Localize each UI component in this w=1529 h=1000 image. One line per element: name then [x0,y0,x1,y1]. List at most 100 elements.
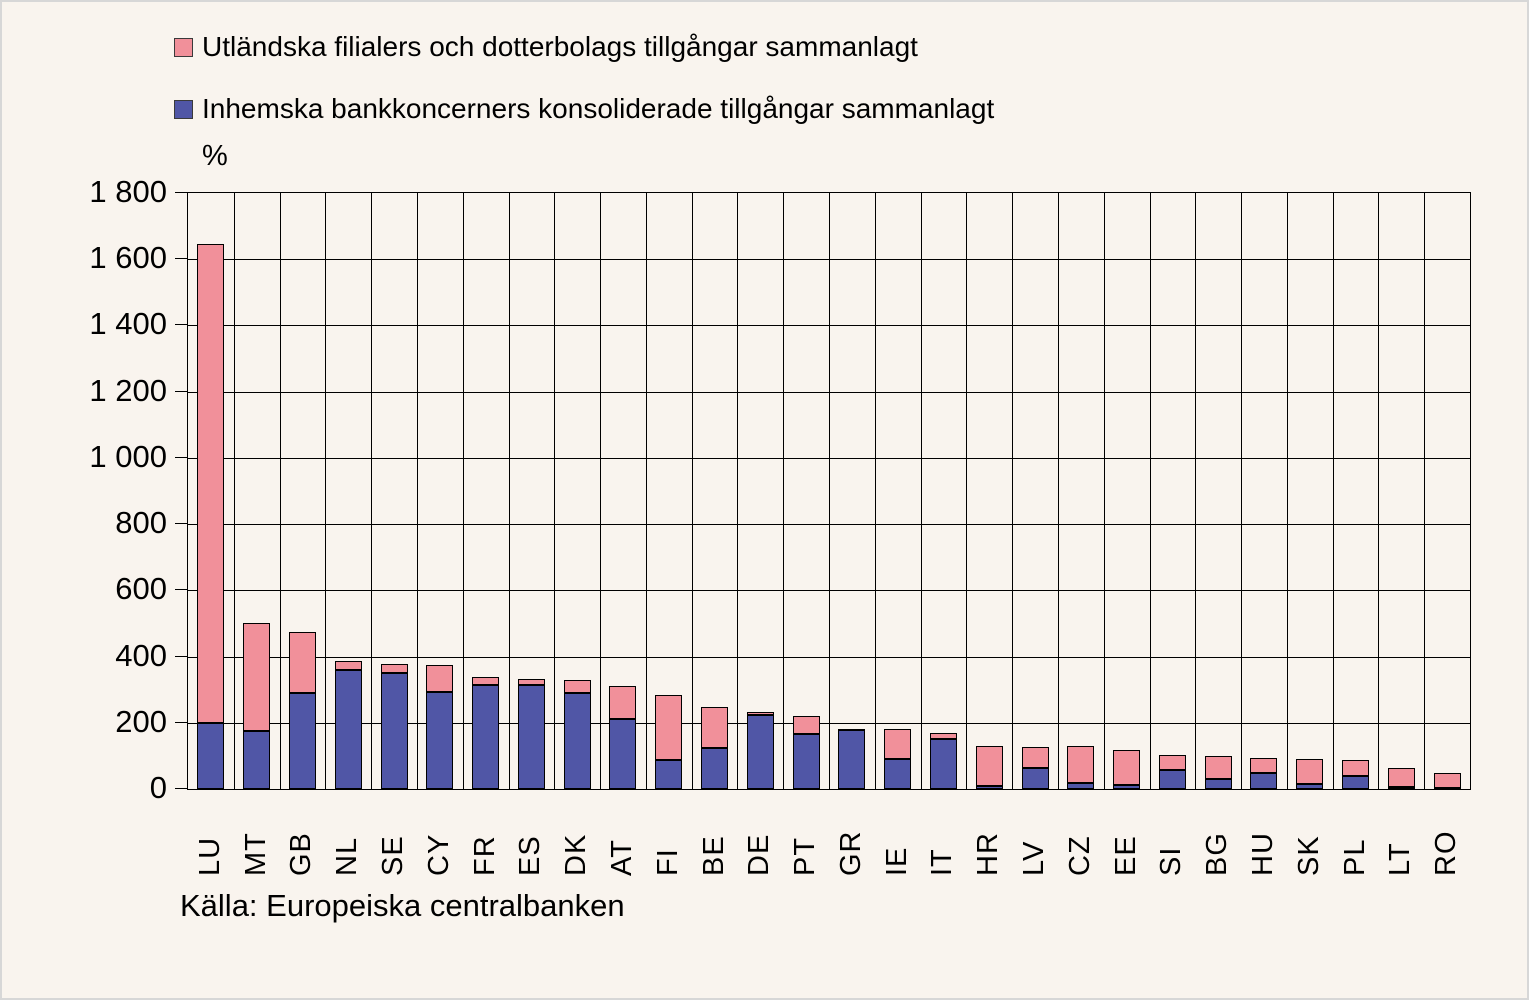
y-tick-label-400: 400 [115,637,167,673]
x-tick-label-IT: IT [926,848,959,876]
y-tick-label-1000: 1 000 [89,438,167,474]
y-tick-label-1400: 1 400 [89,306,167,342]
gridline-v-17 [966,193,968,789]
x-tick-label-NL: NL [331,836,364,876]
gridline-v-22 [1195,193,1197,789]
bar-GB-domestic [288,692,316,789]
y-axis-unit-label: % [202,140,228,172]
x-tick-label-ES: ES [514,835,547,876]
bar-IE-domestic [884,758,912,789]
gridline-v-26 [1378,193,1380,789]
bar-PL-foreign [1342,759,1370,776]
y-tick-mark-600 [175,589,187,591]
y-tick-mark-1400 [175,324,187,326]
bar-LV-foreign [1021,746,1049,769]
bar-IT-domestic [929,739,957,789]
plot-area [187,192,1471,790]
bar-CZ-foreign [1067,745,1095,784]
bar-PT-domestic [792,733,820,789]
bar-MT-foreign [243,623,271,732]
gridline-v-24 [1286,193,1288,789]
y-tick-label-0: 0 [149,770,167,805]
bar-DK-domestic [563,692,591,789]
bar-SK-foreign [1296,759,1324,785]
y-tick-mark-0 [175,788,187,789]
gridline-v-27 [1424,193,1426,789]
bar-NL-foreign [334,660,362,671]
gridline-v-16 [920,193,922,789]
x-tick-label-CZ: CZ [1063,835,1096,876]
bar-DE-foreign [746,712,774,716]
gridline-v-6 [462,193,464,789]
bar-BE-foreign [701,706,729,748]
bar-BG-foreign [1204,756,1232,780]
bar-NL-domestic [334,670,362,789]
y-tick-label-1200: 1 200 [89,372,167,408]
bar-LU-domestic [197,722,225,789]
gridline-v-13 [783,193,785,789]
x-tick-label-BG: BG [1201,832,1234,876]
x-tick-label-HR: HR [972,832,1005,876]
bar-HU-domestic [1250,773,1278,789]
y-tick-label-600: 600 [115,571,167,607]
bar-ES-domestic [517,684,545,789]
bar-BG-domestic [1204,779,1232,789]
bar-IT-foreign [929,733,957,740]
legend-swatch-foreign-icon [174,37,193,57]
x-tick-label-FR: FR [468,835,501,876]
bar-AT-foreign [609,685,637,720]
x-tick-label-GB: GB [285,832,318,876]
bar-SI-foreign [1158,754,1186,770]
bar-GR-domestic [838,730,866,789]
bar-GR-foreign [838,728,866,731]
bar-CY-foreign [426,665,454,693]
legend-swatch-domestic-icon [174,99,193,119]
bar-LT-domestic [1387,787,1415,789]
x-tick-label-GR: GR [834,830,867,877]
x-tick-label-RO: RO [1430,830,1463,877]
bar-LT-foreign [1387,768,1415,787]
bar-ES-foreign [517,678,545,685]
bar-HU-foreign [1250,758,1278,774]
gridline-v-10 [645,193,647,789]
gridline-v-3 [325,193,327,789]
legend-label-domestic: Inhemska bankkoncerners konsoliderade ti… [202,93,995,124]
y-tick-mark-1000 [175,456,187,458]
x-tick-label-PL: PL [1338,838,1371,876]
gridline-v-12 [737,193,739,789]
bar-PL-domestic [1342,775,1370,789]
x-tick-label-BE: BE [697,835,730,876]
x-tick-label-LV: LV [1018,840,1051,876]
bar-SE-domestic [380,673,408,789]
bar-BE-domestic [701,747,729,789]
x-tick-label-SI: SI [1155,846,1188,876]
gridline-v-11 [691,193,693,789]
bar-FI-domestic [655,760,683,789]
legend-item-foreign: Utländska filialers och dotterbolags til… [174,30,918,64]
gridline-v-21 [1149,193,1151,789]
y-tick-mark-400 [175,655,187,657]
y-tick-mark-1200 [175,390,187,392]
gridline-v-1 [233,193,235,789]
gridline-v-7 [508,193,510,789]
y-tick-label-1600: 1 600 [89,240,167,276]
bar-LV-domestic [1021,768,1049,789]
gridline-v-23 [1241,193,1243,789]
x-tick-label-SE: SE [377,835,410,876]
y-tick-label-800: 800 [115,505,167,541]
bar-CZ-domestic [1067,783,1095,789]
x-tick-label-PT: PT [789,836,822,876]
bar-EE-foreign [1113,749,1141,786]
bar-FI-foreign [655,694,683,761]
x-tick-label-CY: CY [422,833,455,876]
x-tick-label-AT: AT [605,839,638,876]
gridline-v-2 [279,193,281,789]
bar-HR-domestic [975,786,1003,789]
gridline-v-18 [1012,193,1014,789]
bar-PT-foreign [792,716,820,734]
x-tick-label-EE: EE [1109,835,1142,876]
bar-HR-foreign [975,745,1003,787]
bar-IE-foreign [884,729,912,759]
source-note: Källa: Europeiska centralbanken [180,888,625,923]
